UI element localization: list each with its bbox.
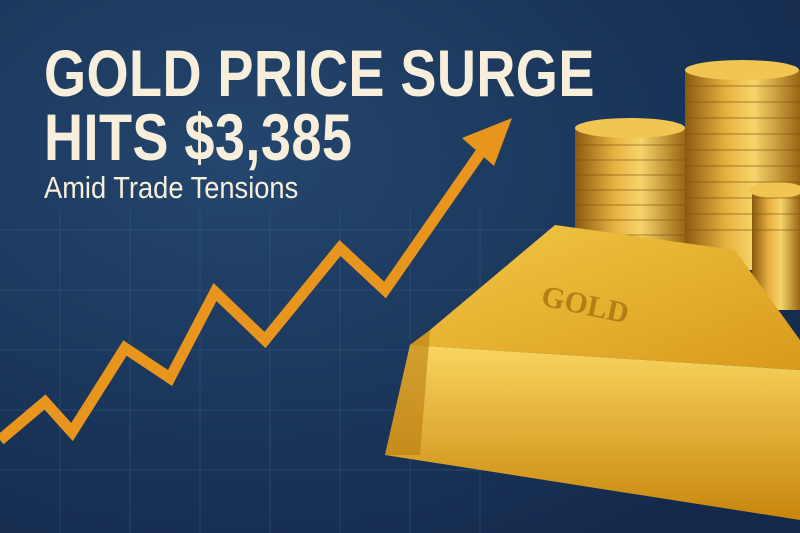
subtitle: Amid Trade Tensions [44, 170, 299, 205]
headline-line-2: HITS $3,385 [44, 100, 353, 174]
headline-line-1: GOLD PRICE SURGE [44, 36, 595, 110]
gold-bar-icon: GOLD [385, 225, 800, 520]
trend-up-arrow-icon [0, 118, 512, 445]
